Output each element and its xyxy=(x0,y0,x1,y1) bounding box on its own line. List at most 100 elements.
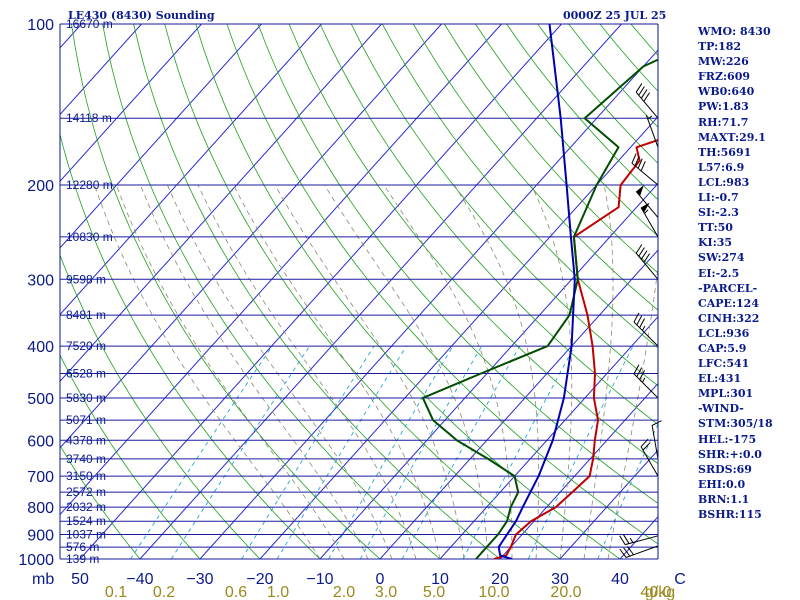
temperature-tick-label: 30 xyxy=(551,571,569,588)
height-label: 3150 m xyxy=(66,469,106,483)
wind-barb xyxy=(631,153,659,186)
mixing-ratio-unit-label: g/kg xyxy=(645,584,675,600)
pressure-tick-label: 500 xyxy=(27,391,54,408)
isotherm-line xyxy=(499,382,658,559)
wind-barbs xyxy=(619,83,662,558)
moist-adiabat xyxy=(116,184,345,559)
mixing-ratio-label: 5.0 xyxy=(423,584,445,600)
pressure-tick-label: 700 xyxy=(27,469,54,486)
wind-barb-staff xyxy=(625,535,659,546)
wind-barb-staff xyxy=(633,321,659,347)
wind-barb xyxy=(645,115,659,148)
wind-barb-full xyxy=(642,442,651,451)
isotherm-line xyxy=(319,182,658,559)
dewpoint-trace xyxy=(421,58,658,559)
wind-barb-full xyxy=(643,92,651,102)
wind-barb-full xyxy=(636,315,643,326)
mixing-ratio-label: 20.0 xyxy=(550,584,581,600)
sounding-traces xyxy=(421,24,658,559)
height-label: 14118 m xyxy=(66,111,112,125)
wind-barb xyxy=(619,534,659,546)
pressure-tick-label: 100 xyxy=(27,17,54,34)
wind-barb xyxy=(633,312,659,347)
height-label: 16670 m xyxy=(66,17,113,31)
temperature-tick-label: 20 xyxy=(491,571,509,588)
mixing-ratio-label: 2.0 xyxy=(333,584,355,600)
height-label: 3740 m xyxy=(66,452,106,466)
pressure-tick-label: 300 xyxy=(27,272,54,289)
wind-barb-half xyxy=(647,115,653,120)
isotherm-line xyxy=(60,24,442,449)
height-label: 12280 m xyxy=(66,178,113,192)
wind-barb-full xyxy=(637,158,643,169)
index-item: SW:274 xyxy=(698,251,745,265)
wind-barb-full xyxy=(619,548,627,558)
pressure-unit-label: mb xyxy=(32,571,54,588)
isotherm-line xyxy=(60,24,202,182)
index-item: TH:5691 xyxy=(698,145,752,159)
wind-barb-staff xyxy=(651,425,659,459)
index-item: CAPE:124 xyxy=(698,296,759,310)
index-item: WB0:640 xyxy=(698,85,755,99)
wind-barb-full xyxy=(631,153,637,164)
index-item: KI:35 xyxy=(698,236,733,250)
wind-barb-full xyxy=(639,318,646,328)
isotherm-line xyxy=(60,24,502,516)
index-item: LCL:936 xyxy=(698,326,750,340)
index-item: -PARCEL- xyxy=(698,281,758,295)
wind-barb xyxy=(640,438,659,477)
pressure-tick-label: 600 xyxy=(27,433,54,450)
wind-barb-staff xyxy=(631,162,659,186)
index-item: TP:182 xyxy=(698,40,742,54)
temperature-trace xyxy=(493,138,658,559)
height-label: 139 m xyxy=(66,552,99,566)
pressure-tick-label: 900 xyxy=(27,528,54,545)
wind-barb-flag xyxy=(636,185,644,197)
index-item: BRN:1.1 xyxy=(698,492,750,506)
mixing-ratio-label: 40.0 xyxy=(640,584,671,600)
wind-barb-staff xyxy=(633,373,659,399)
moist-adiabat xyxy=(140,184,369,559)
wind-barb-full xyxy=(634,155,640,166)
temperature-tick-label: −30 xyxy=(186,571,213,588)
height-label: 6528 m xyxy=(66,366,106,380)
isotherm-line xyxy=(60,24,262,249)
wind-barb-full xyxy=(633,364,640,375)
wind-barb-staff xyxy=(640,446,659,477)
wind-barb-staff xyxy=(635,91,659,119)
wind-barb-full xyxy=(633,312,640,323)
height-label: 576 m xyxy=(66,540,99,554)
wind-barb-full xyxy=(640,250,648,260)
mixing-ratio-label: 10.0 xyxy=(478,584,509,600)
isotherm-line xyxy=(60,24,382,382)
wind-barb-full xyxy=(640,89,648,99)
height-label: 4378 m xyxy=(66,433,106,447)
pressure-tick-label: 800 xyxy=(27,500,54,517)
temperature-tick-label: 0 xyxy=(376,571,385,588)
isotherm-line xyxy=(139,24,622,559)
wind-barb-full xyxy=(640,161,646,172)
mixing-ratio-label: 0.2 xyxy=(153,584,175,600)
wind-barb xyxy=(635,185,659,218)
index-item: -WIND- xyxy=(698,402,744,416)
index-item: LCL:983 xyxy=(698,175,750,189)
index-item: MAXT:29.1 xyxy=(698,130,766,144)
isotherm-line xyxy=(79,24,562,559)
temperature-tick-label: 10 xyxy=(431,571,449,588)
mixing-ratio-label: 0.1 xyxy=(105,584,127,600)
wind-barb-full xyxy=(636,367,643,377)
wind-barb-full xyxy=(651,420,662,426)
height-label: 7520 m xyxy=(66,339,106,353)
sounding-time: 0000Z 25 JUL 25 xyxy=(563,9,666,22)
index-item: FRZ:609 xyxy=(698,70,751,84)
index-item: L57:6.9 xyxy=(698,160,745,174)
height-label: 2572 m xyxy=(66,485,106,499)
wind-barb xyxy=(635,83,659,119)
temperature-tick-label: 50 xyxy=(71,571,89,588)
index-item: WMO: 8430 xyxy=(698,25,771,38)
stability-indices: WMO: 8430 TP:182 MW:226 FRZ:609 WB0:640 PW:1.… xyxy=(698,24,798,522)
mixing-ratio-label: 3.0 xyxy=(375,584,397,600)
wind-barb-full xyxy=(638,247,645,257)
